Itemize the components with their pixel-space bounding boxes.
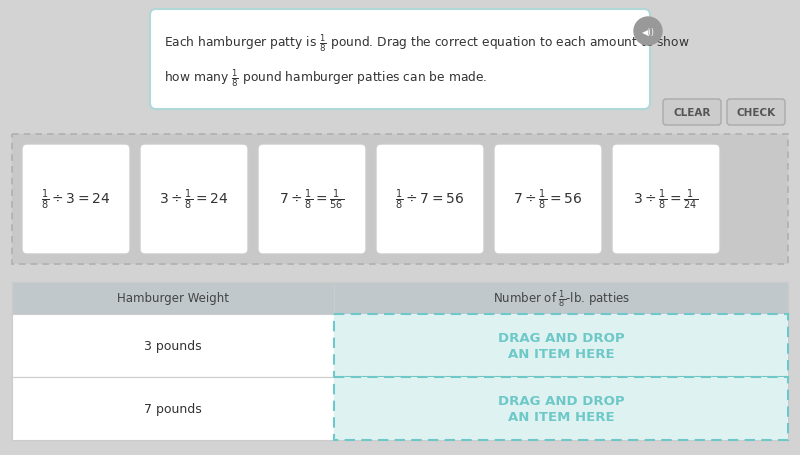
FancyBboxPatch shape <box>22 145 130 254</box>
Text: CHECK: CHECK <box>737 108 775 118</box>
FancyBboxPatch shape <box>12 283 788 440</box>
Text: 3 pounds: 3 pounds <box>144 339 202 352</box>
Text: Number of $\frac{1}{8}$-lb. patties: Number of $\frac{1}{8}$-lb. patties <box>493 288 630 309</box>
Text: AN ITEM HERE: AN ITEM HERE <box>508 347 614 360</box>
Text: DRAG AND DROP: DRAG AND DROP <box>498 331 624 344</box>
FancyBboxPatch shape <box>663 100 721 126</box>
FancyBboxPatch shape <box>612 145 720 254</box>
FancyBboxPatch shape <box>258 145 366 254</box>
FancyBboxPatch shape <box>140 145 248 254</box>
Text: how many $\frac{1}{8}$ pound hamburger patties can be made.: how many $\frac{1}{8}$ pound hamburger p… <box>164 67 487 89</box>
Text: $7 \div \frac{1}{8} = \frac{1}{56}$: $7 \div \frac{1}{8} = \frac{1}{56}$ <box>279 187 345 212</box>
Text: $3 \div \frac{1}{8} = 24$: $3 \div \frac{1}{8} = 24$ <box>159 187 229 212</box>
Text: Hamburger Weight: Hamburger Weight <box>117 292 229 305</box>
FancyBboxPatch shape <box>334 314 788 377</box>
FancyBboxPatch shape <box>727 100 785 126</box>
FancyBboxPatch shape <box>12 135 788 264</box>
Text: DRAG AND DROP: DRAG AND DROP <box>498 394 624 407</box>
FancyBboxPatch shape <box>494 145 602 254</box>
FancyBboxPatch shape <box>334 283 788 314</box>
Text: AN ITEM HERE: AN ITEM HERE <box>508 410 614 423</box>
Circle shape <box>634 18 662 46</box>
FancyBboxPatch shape <box>334 377 788 440</box>
Text: $\frac{1}{8} \div 7 = 56$: $\frac{1}{8} \div 7 = 56$ <box>395 187 465 212</box>
Text: CLEAR: CLEAR <box>674 108 710 118</box>
FancyBboxPatch shape <box>12 314 334 377</box>
FancyBboxPatch shape <box>150 10 650 110</box>
Text: $7 \div \frac{1}{8} = 56$: $7 \div \frac{1}{8} = 56$ <box>514 187 582 212</box>
Text: $\frac{1}{8} \div 3 = 24$: $\frac{1}{8} \div 3 = 24$ <box>41 187 111 212</box>
FancyBboxPatch shape <box>12 283 334 314</box>
FancyBboxPatch shape <box>376 145 484 254</box>
Text: ◀)): ◀)) <box>642 27 654 36</box>
Text: $3 \div \frac{1}{8} = \frac{1}{24}$: $3 \div \frac{1}{8} = \frac{1}{24}$ <box>634 187 698 212</box>
Text: 7 pounds: 7 pounds <box>144 402 202 415</box>
FancyBboxPatch shape <box>12 377 334 440</box>
Text: Each hamburger patty is $\frac{1}{8}$ pound. Drag the correct equation to each a: Each hamburger patty is $\frac{1}{8}$ po… <box>164 32 690 54</box>
